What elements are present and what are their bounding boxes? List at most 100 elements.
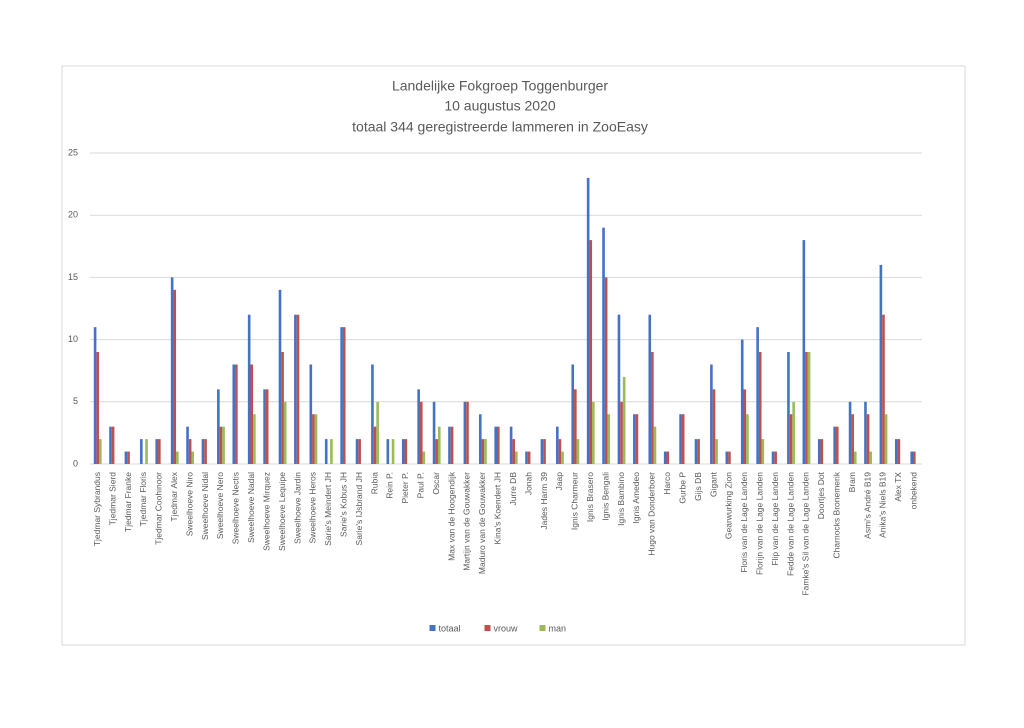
- bar: [247, 314, 251, 464]
- x-tick-label: Sweelhoeve Nero: [215, 472, 225, 539]
- bar: [607, 414, 611, 464]
- x-tick-label: Sarie's Kobus JH: [338, 472, 348, 537]
- x-tick-label: Sweelhoeve Lequipe: [277, 472, 287, 551]
- bar: [278, 289, 282, 464]
- bar: [294, 314, 297, 464]
- bar: [283, 401, 287, 464]
- bar: [176, 451, 179, 464]
- bar: [263, 389, 266, 464]
- bar: [342, 327, 346, 464]
- bar: [155, 439, 159, 464]
- bar: [586, 177, 590, 464]
- x-tick-label: Sweelhoeve Nadal: [246, 472, 256, 543]
- bar: [653, 426, 657, 464]
- bar: [866, 414, 870, 464]
- x-tick-label: Ignis Charmeur: [570, 472, 580, 530]
- bar: [789, 414, 793, 464]
- chart-frame: [61, 65, 966, 646]
- x-tick-label: Sweelhoeve Jardin: [292, 472, 302, 544]
- bar: [358, 439, 361, 464]
- x-tick-label: Gurbe P: [677, 472, 687, 504]
- bar: [771, 451, 775, 464]
- x-tick-label: Gijs DB: [693, 472, 703, 501]
- legend-label: totaal: [439, 623, 461, 633]
- x-tick-label: Ignis Brasero: [585, 472, 595, 522]
- bar: [494, 426, 497, 464]
- x-tick-label: Florijn van de Lage Landen: [754, 472, 764, 575]
- x-tick-label: Martijn van de Gouwakker: [462, 472, 472, 571]
- x-tick-label: Jades Harm 39: [539, 472, 549, 530]
- bar: [576, 439, 580, 464]
- bar: [478, 414, 482, 464]
- x-tick-label: Rubia: [369, 472, 379, 494]
- bar: [571, 364, 575, 464]
- chart-title: 10 augustus 2020: [444, 98, 556, 114]
- bar: [802, 240, 806, 464]
- x-tick-label: Sweelhoeve Niro: [184, 472, 194, 537]
- bar: [371, 364, 374, 464]
- bar: [99, 439, 102, 464]
- bar: [787, 352, 790, 464]
- x-tick-label: Charnocks Bronemerik: [832, 471, 842, 558]
- x-tick-label: Ignis Amedeo: [631, 472, 641, 524]
- bar: [314, 414, 318, 464]
- bar: [355, 439, 359, 464]
- y-tick-label: 20: [68, 210, 78, 220]
- bar: [851, 414, 854, 464]
- bar: [666, 451, 670, 464]
- bar: [681, 414, 685, 464]
- y-tick-label: 15: [68, 272, 78, 282]
- bar: [833, 426, 836, 464]
- bar: [145, 439, 148, 464]
- bar: [235, 364, 238, 464]
- bar: [556, 426, 559, 464]
- bar: [558, 439, 562, 464]
- bar: [592, 401, 595, 464]
- bar: [96, 352, 100, 464]
- bar: [622, 376, 626, 464]
- bar: [869, 451, 872, 464]
- x-tick-label: Pieter P.: [400, 472, 410, 504]
- bar: [663, 451, 667, 464]
- bar: [540, 439, 544, 464]
- x-tick-label: Tjedmar Coohinoor: [154, 472, 164, 545]
- bar: [219, 426, 223, 464]
- x-tick-label: Max van de Hoogendijk: [446, 471, 456, 561]
- x-tick-label: Sarie's IJsbrand JH: [354, 472, 364, 545]
- bar: [250, 364, 254, 464]
- chart-title: totaal 344 geregistreerde lammeren in Zo…: [352, 119, 648, 135]
- y-tick-label: 25: [68, 147, 78, 157]
- bar: [222, 426, 225, 464]
- bar: [761, 439, 765, 464]
- bar: [496, 426, 500, 464]
- bar: [419, 401, 423, 464]
- x-tick-label: Tjedmar Franke: [123, 472, 133, 532]
- bar: [127, 451, 130, 464]
- bar: [589, 240, 593, 464]
- bar: [109, 426, 112, 464]
- bar: [527, 451, 531, 464]
- bar: [756, 327, 759, 464]
- bar: [422, 451, 426, 464]
- legend-swatch: [484, 625, 491, 631]
- x-tick-label: Kina's Koendert JH: [493, 472, 503, 545]
- bar: [712, 389, 716, 464]
- x-tick-label: Jurre DB: [508, 472, 518, 506]
- chart-title: Landelijke Fokgroep Toggenburger: [392, 78, 608, 94]
- bar: [617, 314, 621, 464]
- x-tick-label: Gearwurking Zion: [724, 472, 734, 539]
- x-tick-label: Rein P.: [385, 472, 395, 499]
- bar: [432, 401, 436, 464]
- bar: [807, 352, 811, 464]
- bar: [512, 439, 516, 464]
- bar: [817, 439, 821, 464]
- bar: [401, 439, 405, 464]
- bar: [509, 426, 513, 464]
- bar: [191, 451, 195, 464]
- bar: [740, 339, 744, 464]
- bar: [805, 352, 808, 464]
- x-tick-label: Tjedmar Sybrandus: [92, 472, 102, 546]
- bar: [894, 439, 898, 464]
- bar: [481, 439, 485, 464]
